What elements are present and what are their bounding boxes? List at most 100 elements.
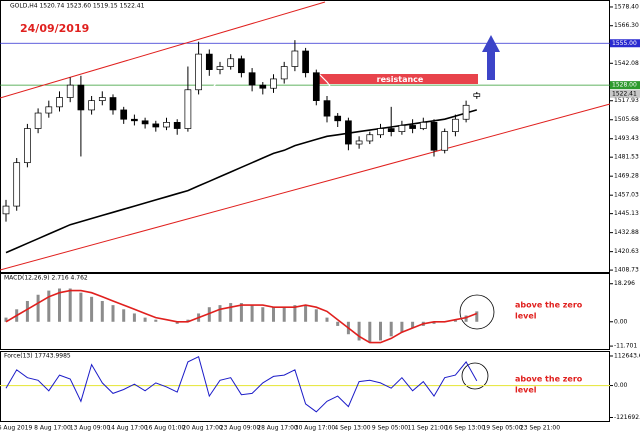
macd-bar xyxy=(314,309,318,322)
last-price-tag xyxy=(610,89,640,98)
y-tick-label: 1432.88 xyxy=(614,229,639,236)
macd-bar xyxy=(357,321,361,341)
candle-body xyxy=(334,115,342,122)
x-tick-label: 23 Sep 21:00 xyxy=(520,425,560,432)
candle-body xyxy=(45,106,53,114)
x-tick-label: 16 Aug 01:00 xyxy=(145,425,186,432)
macd-bar xyxy=(475,311,479,322)
macd-bar xyxy=(186,319,190,322)
macd-bar xyxy=(304,305,308,322)
y-tick-label: 112643.64 xyxy=(614,352,640,359)
resistance-label: resistance xyxy=(377,75,424,84)
macd-bar xyxy=(111,305,115,322)
x-tick-label: 16 Sep 13:00 xyxy=(445,425,485,432)
y-tick-label: -121692.65 xyxy=(614,414,640,421)
candle-body xyxy=(56,97,63,108)
macd-bar xyxy=(261,307,265,322)
candle-body xyxy=(409,125,416,129)
candle-body xyxy=(173,121,181,129)
macd-bar xyxy=(47,290,51,322)
x-tick-label: 20 Aug 17:00 xyxy=(182,425,223,432)
x-tick-label: 23 Aug 09:00 xyxy=(220,425,261,432)
level-tag xyxy=(610,81,640,90)
y-tick-label: 1457.03 xyxy=(614,192,639,199)
macd-bar xyxy=(68,288,72,322)
macd-bar xyxy=(36,294,40,322)
macd-title: MACD(12,26,9) 2.716 4.762 xyxy=(4,275,88,282)
x-tick-label: 9 Sep 05:00 xyxy=(372,425,408,432)
annotation: above the zero xyxy=(515,375,583,384)
candle-body xyxy=(291,50,299,67)
candle-body xyxy=(131,118,138,122)
last-price-label: 1522.41 xyxy=(612,90,637,97)
channel-line xyxy=(0,1,326,99)
moving-average xyxy=(5,109,478,254)
chart-title: GOLD,H4 1520.74 1523.60 1519.15 1522.41 xyxy=(10,3,145,10)
candle-body xyxy=(452,118,459,132)
candle-body xyxy=(120,109,128,120)
candle-body xyxy=(2,205,10,215)
highlight-circle xyxy=(459,294,495,330)
macd-bar xyxy=(282,307,286,322)
y-tick-label: 18.296 xyxy=(614,280,635,287)
macd-bar xyxy=(379,321,382,341)
macd-frame xyxy=(0,273,610,350)
x-tick-label: 8 Aug 17:00 xyxy=(34,425,71,432)
candle-body xyxy=(109,97,117,111)
candle-body xyxy=(205,53,213,70)
candle-body xyxy=(398,125,406,132)
candle-body xyxy=(34,112,42,129)
date-note: 24/09/2019 xyxy=(20,22,89,35)
macd-bar xyxy=(79,292,83,322)
candle-body xyxy=(24,128,31,164)
main-frame xyxy=(0,0,610,273)
up-arrow xyxy=(482,35,500,80)
x-tick-label: 13 Aug 09:00 xyxy=(70,425,111,432)
candle-body xyxy=(377,128,384,136)
macd-bar xyxy=(4,317,8,322)
macd-bar xyxy=(154,319,158,322)
candle-body xyxy=(98,97,106,101)
level-tag xyxy=(610,39,640,48)
candle-body xyxy=(366,134,374,142)
candle-body xyxy=(216,66,224,70)
macd-bar xyxy=(25,300,29,322)
macd-bar xyxy=(432,321,436,324)
candle-body xyxy=(248,72,256,86)
candle-body xyxy=(88,100,95,111)
y-tick-label: 1542.08 xyxy=(614,60,639,67)
macd-bar xyxy=(229,303,233,322)
x-tick-label: 14 Aug 17:00 xyxy=(107,425,148,432)
candle-body xyxy=(387,128,395,132)
y-tick-label: -11.701 xyxy=(614,343,637,350)
channel-line xyxy=(0,103,611,271)
y-tick-label: 1566.30 xyxy=(614,22,639,29)
macd-bar xyxy=(368,321,372,343)
x-tick-label: 4 Sep 13:00 xyxy=(334,425,370,432)
y-tick-label: 1469.28 xyxy=(614,173,639,180)
candle-body xyxy=(77,84,85,111)
x-tick-label: 6 Aug 2019 xyxy=(0,425,32,432)
y-tick-label: 1408.73 xyxy=(614,267,639,274)
x-tick-label: 19 Sep 05:00 xyxy=(482,425,522,432)
candle-body xyxy=(227,58,235,67)
macd-bar xyxy=(400,321,404,333)
highlight-circle xyxy=(461,362,489,390)
candle-body xyxy=(441,131,449,151)
macd-bar xyxy=(143,317,147,322)
y-tick-label: 1481.53 xyxy=(614,154,639,161)
macd-bar xyxy=(132,313,136,322)
x-tick-label: 28 Aug 17:00 xyxy=(257,425,298,432)
macd-bar xyxy=(453,319,457,322)
y-tick-label: 1445.13 xyxy=(614,210,639,217)
macd-bar xyxy=(175,321,179,324)
candle-body xyxy=(419,121,427,129)
candle-body xyxy=(323,100,331,117)
macd-bar xyxy=(250,305,254,322)
macd-bar xyxy=(389,321,393,337)
candle-body xyxy=(66,84,74,98)
candle-body xyxy=(355,140,363,145)
force-frame xyxy=(0,351,610,422)
force-line xyxy=(5,355,478,413)
force-title: Force(13) 17743.9985 xyxy=(4,353,71,360)
